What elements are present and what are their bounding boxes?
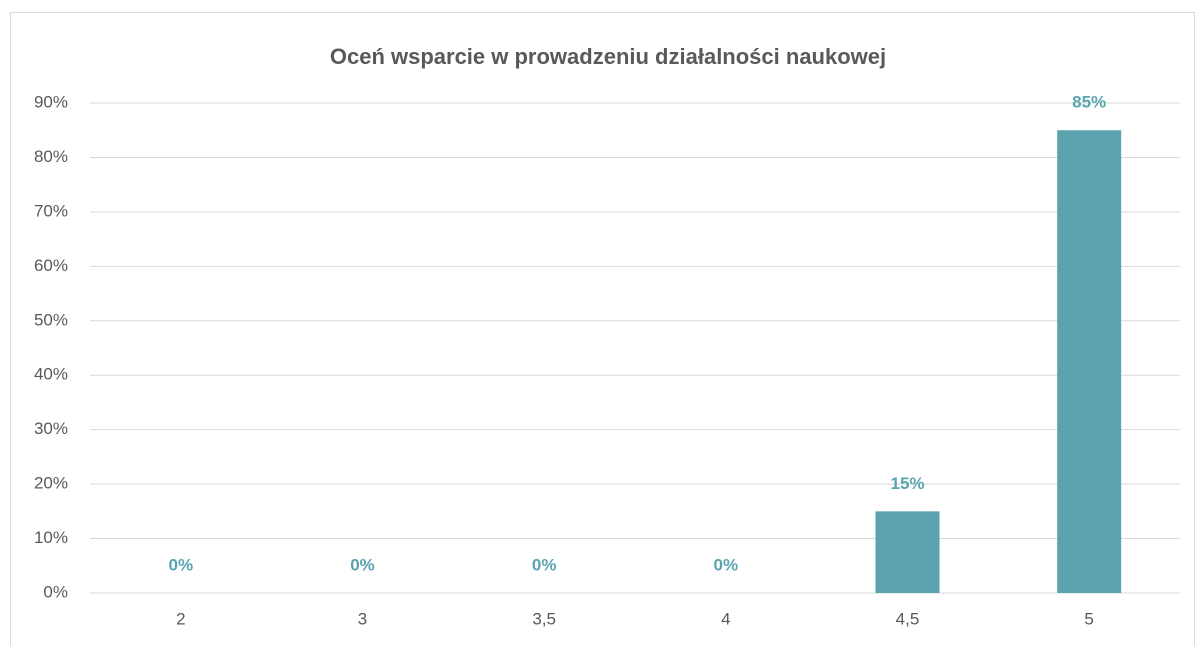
value-label: 0%	[350, 555, 375, 574]
bar	[875, 511, 940, 593]
y-tick-label: 50%	[34, 310, 68, 329]
bar	[1057, 130, 1122, 593]
x-tick-label: 3,5	[532, 609, 556, 628]
value-label: 0%	[532, 555, 557, 574]
x-tick-label: 5	[1084, 609, 1093, 628]
value-label: 15%	[890, 474, 924, 493]
y-tick-label: 30%	[34, 419, 68, 438]
chart-border	[10, 12, 1195, 646]
value-label: 0%	[169, 555, 194, 574]
x-tick-label: 4,5	[896, 609, 920, 628]
y-tick-label: 20%	[34, 474, 68, 493]
y-tick-label: 80%	[34, 147, 68, 166]
x-tick-label: 4	[721, 609, 730, 628]
y-tick-label: 70%	[34, 201, 68, 220]
y-tick-label: 0%	[43, 582, 68, 601]
x-tick-label: 2	[176, 609, 185, 628]
y-tick-label: 40%	[34, 365, 68, 384]
y-tick-label: 90%	[34, 92, 68, 111]
x-tick-label: 3	[358, 609, 367, 628]
y-tick-label: 10%	[34, 528, 68, 547]
value-label: 0%	[714, 555, 739, 574]
value-label: 85%	[1072, 93, 1106, 112]
y-tick-label: 60%	[34, 256, 68, 275]
chart-title: Oceń wsparcie w prowadzeniu działalności…	[330, 44, 886, 69]
